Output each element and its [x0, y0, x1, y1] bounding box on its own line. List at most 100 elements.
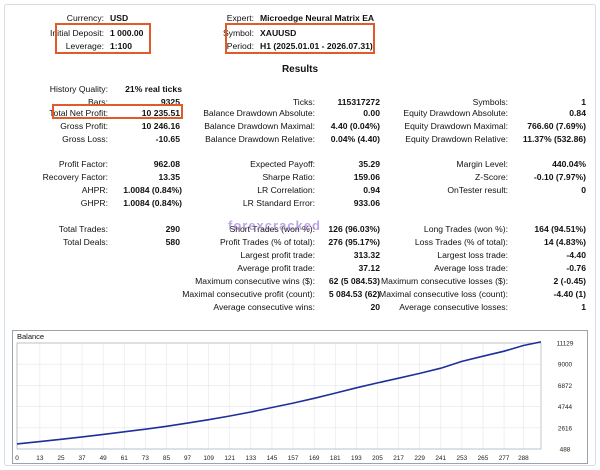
short-trades-label: Short Trades (won %):: [229, 224, 316, 234]
ahpr-value: 1.0084 (0.84%): [123, 185, 182, 195]
profit-trades-value: 276 (95.17%): [328, 237, 380, 247]
eq-dd-rel-label: Equity Drawdown Relative:: [405, 134, 508, 144]
ticks-label: Ticks:: [292, 97, 315, 107]
bal-dd-max-value: 4.40 (0.04%): [330, 121, 380, 131]
eq-dd-max-value: 766.60 (7.69%): [527, 121, 586, 131]
x-tick-label: 288: [518, 455, 529, 462]
y-tick-label: 4744: [558, 404, 573, 411]
avg-cons-losses-value: 1: [581, 302, 586, 312]
balance-series-line: [16, 341, 542, 445]
history-quality-label: History Quality:: [49, 84, 108, 94]
highlight-symbol-box: [225, 23, 375, 54]
plot-area: [16, 342, 542, 450]
max-cons-losses-label: Maximum consecutive losses ($):: [380, 276, 508, 286]
ahpr-label: AHPR:: [81, 185, 108, 195]
total-trades-value: 290: [165, 224, 180, 234]
x-tick-label: 241: [435, 455, 446, 462]
eq-dd-abs-value: 0.84: [569, 108, 586, 118]
highlight-net-profit-box: [52, 104, 183, 119]
expected-payoff-label: Expected Payoff:: [250, 159, 315, 169]
bal-dd-rel-label: Balance Drawdown Relative:: [205, 134, 315, 144]
x-tick-label: 229: [414, 455, 425, 462]
largest-profit-value: 313.32: [353, 250, 380, 260]
total-trades-label: Total Trades:: [58, 224, 108, 234]
balance-chart-svg: Balance 0 13 25 37 49 61 73 85 97 109 121 133 145 157 1…: [15, 332, 574, 462]
x-tick-label: 85: [163, 455, 171, 462]
bal-dd-rel-value: 0.04% (4.40): [330, 134, 380, 144]
avg-cons-wins-label: Average consecutive wins:: [213, 302, 315, 312]
symbols-label: Symbols:: [472, 97, 508, 107]
x-tick-label: 73: [142, 455, 150, 462]
chart-title: Balance: [17, 332, 44, 341]
long-trades-value: 164 (94.51%): [534, 224, 586, 234]
gross-profit-value: 10 246.16: [141, 121, 180, 131]
expected-payoff-value: 35.29: [358, 159, 380, 169]
maximal-cons-loss-label: Maximal consecutive loss (count):: [379, 289, 508, 299]
y-tick-label: 6872: [558, 383, 573, 390]
x-tick-label: 133: [246, 455, 257, 462]
maximal-cons-profit-value: 5 084.53 (62): [328, 289, 380, 299]
total-deals-label: Total Deals:: [63, 237, 108, 247]
lr-corr-value: 0.94: [363, 185, 380, 195]
lr-corr-label: LR Correlation:: [257, 185, 315, 195]
total-net-profit-value: 10 235.51: [141, 108, 180, 118]
x-tick-label: 217: [393, 455, 404, 462]
balance-chart: Balance 0 13 25 37 49 61 73 85 97 109 121 133 145 157 1…: [12, 330, 588, 464]
avg-cons-losses-label: Average consecutive losses:: [399, 302, 508, 312]
leverage-value: 1:100: [110, 41, 132, 51]
maximal-cons-profit-label: Maximal consecutive profit (count):: [182, 289, 315, 299]
profit-factor-value: 962.08: [153, 159, 180, 169]
avg-profit-value: 37.12: [358, 263, 380, 273]
x-tick-label: 157: [288, 455, 299, 462]
y-tick-label: 2616: [558, 425, 573, 432]
eq-dd-max-label: Equity Drawdown Maximal:: [404, 121, 508, 131]
symbol-label: Symbol:: [222, 28, 254, 38]
x-tick-label: 97: [184, 455, 192, 462]
symbol-value: XAUUSD: [260, 28, 297, 38]
x-tick-label: 109: [203, 455, 214, 462]
loss-trades-label: Loss Trades (% of total):: [414, 237, 508, 247]
x-tick-label: 49: [100, 455, 108, 462]
x-tick-label: 277: [499, 455, 510, 462]
gross-loss-value: -10.65: [155, 134, 180, 144]
currency-value: USD: [110, 13, 129, 23]
x-tick-label: 169: [309, 455, 320, 462]
max-cons-wins-label: Maximum consecutive wins ($):: [195, 276, 315, 286]
period-value: H1 (2025.01.01 - 2026.07.31): [260, 41, 373, 51]
x-tick-label: 265: [478, 455, 489, 462]
profit-trades-label: Profit Trades (% of total):: [219, 237, 315, 247]
recovery-factor-value: 13.35: [158, 172, 180, 182]
x-tick-label: 253: [457, 455, 468, 462]
sharpe-label: Sharpe Ratio:: [262, 172, 315, 182]
y-tick-label: 11129: [557, 341, 574, 348]
report-frame: [4, 4, 596, 466]
expert-value: Microedge Neural Matrix EA: [260, 13, 375, 23]
eq-dd-abs-label: Equity Drawdown Absolute:: [403, 108, 508, 118]
max-cons-losses-value: 2 (-0.45): [553, 276, 586, 286]
expert-label: Expert:: [226, 13, 254, 23]
x-tick-label: 61: [121, 455, 129, 462]
z-score-value: -0.10 (7.97%): [533, 172, 586, 182]
total-net-profit-label: Total Net Profit:: [49, 108, 108, 118]
eq-dd-rel-value: 11.37% (532.86): [522, 134, 586, 144]
x-tick-label: 181: [330, 455, 341, 462]
ticks-value: 115317272: [337, 97, 380, 107]
results-title: Results: [281, 64, 319, 75]
x-tick-label: 13: [36, 455, 44, 462]
avg-profit-label: Average profit trade:: [237, 263, 315, 273]
y-tick-label: 9000: [558, 362, 573, 369]
bars-label: Bars:: [87, 97, 108, 107]
largest-profit-label: Largest profit trade:: [240, 250, 315, 260]
symbols-value: 1: [581, 97, 586, 107]
largest-loss-value: -4.40: [566, 250, 586, 260]
avg-loss-label: Average loss trade:: [434, 263, 508, 273]
lr-err-value: 933.06: [353, 198, 380, 208]
x-tick-label: 205: [372, 455, 383, 462]
bal-dd-max-label: Balance Drawdown Maximal:: [204, 121, 315, 131]
loss-trades-value: 14 (4.83%): [543, 237, 586, 247]
history-quality-value: 21% real ticks: [125, 84, 182, 94]
initial-deposit-value: 1 000.00: [110, 28, 144, 38]
y-tick-label: 488: [560, 447, 571, 454]
x-tick-label: 37: [79, 455, 87, 462]
ontester-label: OnTester result:: [447, 185, 508, 195]
